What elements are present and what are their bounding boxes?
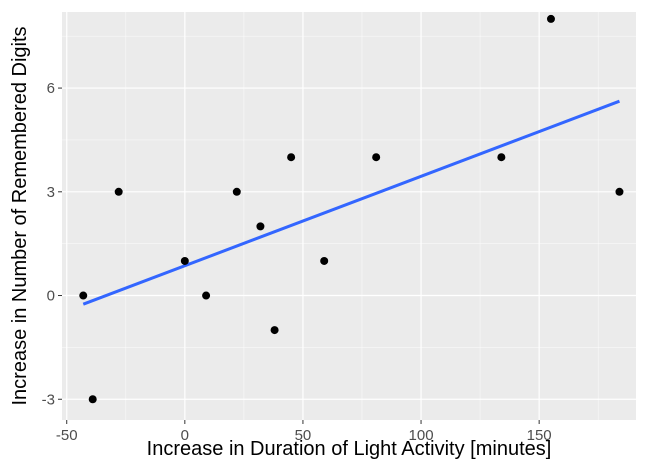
- y-axis-title: Increase in Number of Remembered Digits: [9, 26, 31, 405]
- x-tick-label: -50: [56, 427, 78, 444]
- data-point: [79, 291, 88, 300]
- data-point: [497, 153, 506, 162]
- y-tick-label: -3: [42, 391, 55, 408]
- data-point: [615, 187, 624, 196]
- data-point: [320, 256, 329, 265]
- x-tick-label: 100: [409, 427, 434, 444]
- data-point: [256, 222, 265, 231]
- data-point: [287, 153, 296, 162]
- data-point: [232, 187, 241, 196]
- y-tick-label: 6: [47, 80, 55, 97]
- y-tick-label: 0: [47, 288, 55, 305]
- trend-line: [82, 99, 620, 306]
- x-axis-title: Increase in Duration of Light Activity […: [147, 438, 552, 460]
- x-tick-label: 0: [181, 427, 189, 444]
- y-tick-label: 3: [47, 184, 55, 201]
- data-point: [546, 14, 555, 23]
- data-point: [180, 256, 189, 265]
- x-axis-ticks: -50 0 50 100 150: [56, 420, 552, 444]
- grid-major: [62, 12, 636, 420]
- y-axis-ticks: -3 0 3 6: [42, 80, 62, 408]
- data-point: [88, 395, 97, 404]
- plot-panel: [62, 12, 636, 420]
- grid-minor: [62, 12, 636, 420]
- x-tick-label: 150: [527, 427, 552, 444]
- x-tick-label: 50: [295, 427, 312, 444]
- data-points: [79, 14, 624, 404]
- data-point: [114, 187, 123, 196]
- data-point: [270, 326, 279, 335]
- data-point: [372, 153, 381, 162]
- data-point: [202, 291, 211, 300]
